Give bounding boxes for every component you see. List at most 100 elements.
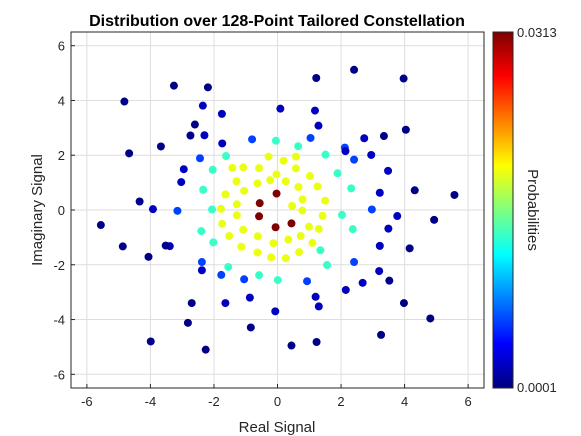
constellation-point bbox=[240, 186, 249, 195]
constellation-point bbox=[375, 188, 384, 197]
constellation-point bbox=[146, 337, 155, 346]
data-points bbox=[96, 65, 459, 354]
x-tick-label: 6 bbox=[464, 394, 471, 409]
constellation-point bbox=[279, 156, 288, 165]
constellation-point bbox=[239, 225, 248, 234]
constellation-point bbox=[281, 177, 290, 186]
constellation-point bbox=[201, 345, 210, 354]
x-tick-label: 0 bbox=[274, 394, 281, 409]
constellation-point bbox=[187, 299, 196, 308]
constellation-point bbox=[350, 258, 359, 267]
constellation-point bbox=[281, 254, 290, 263]
chart-title: Distribution over 128-Point Tailored Con… bbox=[89, 13, 465, 30]
y-tick-label: -6 bbox=[53, 367, 65, 382]
constellation-point bbox=[156, 142, 165, 151]
constellation-point bbox=[177, 178, 186, 187]
constellation-point bbox=[273, 276, 282, 285]
constellation-point bbox=[333, 169, 342, 178]
constellation-point bbox=[199, 185, 208, 194]
constellation-point bbox=[310, 106, 319, 115]
constellation-point bbox=[375, 241, 384, 250]
constellation-point bbox=[125, 149, 134, 158]
constellation-point bbox=[296, 232, 305, 241]
constellation-point bbox=[203, 83, 212, 92]
constellation-point bbox=[318, 211, 327, 220]
constellation-point bbox=[367, 205, 376, 214]
constellation-point bbox=[350, 155, 359, 164]
constellation-point bbox=[294, 182, 303, 191]
constellation-point bbox=[288, 201, 297, 210]
constellation-point bbox=[303, 277, 312, 286]
y-axis-label: Imaginary Signal bbox=[29, 154, 46, 266]
constellation-point bbox=[314, 121, 323, 130]
constellation-point bbox=[308, 238, 317, 247]
constellation-point bbox=[316, 246, 325, 255]
constellation-point bbox=[232, 200, 241, 209]
constellation-point bbox=[323, 261, 332, 270]
y-tick-label: 4 bbox=[58, 93, 65, 108]
constellation-point bbox=[399, 74, 408, 83]
constellation-point bbox=[239, 163, 248, 172]
y-tick-label: 2 bbox=[58, 148, 65, 163]
constellation-point bbox=[198, 101, 207, 110]
constellation-point bbox=[118, 242, 127, 251]
x-tick-label: 4 bbox=[401, 394, 408, 409]
constellation-point bbox=[255, 212, 264, 221]
constellation-point bbox=[197, 266, 206, 275]
constellation-point bbox=[169, 81, 178, 90]
constellation-point bbox=[347, 184, 356, 193]
constellation-point bbox=[222, 152, 231, 161]
constellation-point bbox=[96, 221, 105, 230]
constellation-point bbox=[197, 227, 206, 236]
constellation-point bbox=[358, 278, 367, 287]
constellation-point bbox=[276, 104, 285, 113]
constellation-point bbox=[311, 292, 320, 301]
constellation-point bbox=[314, 302, 323, 311]
constellation-point bbox=[304, 222, 313, 231]
constellation-point bbox=[350, 65, 359, 74]
colorbar-max-label: 0.0313 bbox=[517, 25, 557, 40]
constellation-point bbox=[291, 152, 300, 161]
constellation-point bbox=[246, 323, 255, 332]
constellation-point bbox=[337, 210, 346, 219]
constellation-point bbox=[248, 135, 257, 144]
constellation-point bbox=[321, 150, 330, 159]
constellation-point bbox=[306, 133, 315, 142]
x-tick-label: -6 bbox=[81, 394, 93, 409]
constellation-point bbox=[255, 199, 264, 208]
constellation-point bbox=[295, 248, 304, 257]
y-tick-label: 6 bbox=[58, 39, 65, 54]
constellation-point bbox=[267, 253, 276, 262]
constellation-point bbox=[269, 239, 278, 248]
constellation-point bbox=[377, 330, 386, 339]
x-tick-label: -2 bbox=[208, 394, 220, 409]
constellation-point bbox=[253, 248, 262, 257]
constellation-point bbox=[271, 307, 280, 316]
constellation-point bbox=[393, 212, 402, 221]
colorbar-label: Probabilities bbox=[524, 169, 541, 251]
constellation-point bbox=[253, 179, 262, 188]
constellation-point bbox=[401, 125, 410, 134]
constellation-point bbox=[385, 276, 394, 285]
constellation-point bbox=[224, 262, 233, 271]
constellation-point bbox=[410, 186, 419, 195]
constellation-point bbox=[228, 163, 237, 172]
constellation-point bbox=[217, 270, 226, 279]
x-axis-label: Real Signal bbox=[239, 419, 316, 436]
constellation-point bbox=[232, 177, 241, 186]
constellation-point bbox=[237, 242, 246, 251]
constellation-point bbox=[225, 232, 234, 241]
constellation-point bbox=[426, 314, 435, 323]
constellation-point bbox=[384, 166, 393, 175]
constellation-point bbox=[312, 337, 321, 346]
constellation-point bbox=[197, 258, 206, 267]
constellation-point bbox=[186, 131, 195, 140]
constellation-point bbox=[264, 152, 273, 161]
constellation-point bbox=[218, 139, 227, 148]
constellation-point bbox=[305, 172, 314, 181]
constellation-point bbox=[208, 165, 217, 174]
constellation-point bbox=[221, 299, 230, 308]
x-tick-label: -4 bbox=[145, 394, 157, 409]
constellation-point bbox=[272, 170, 281, 179]
constellation-point bbox=[218, 219, 227, 228]
